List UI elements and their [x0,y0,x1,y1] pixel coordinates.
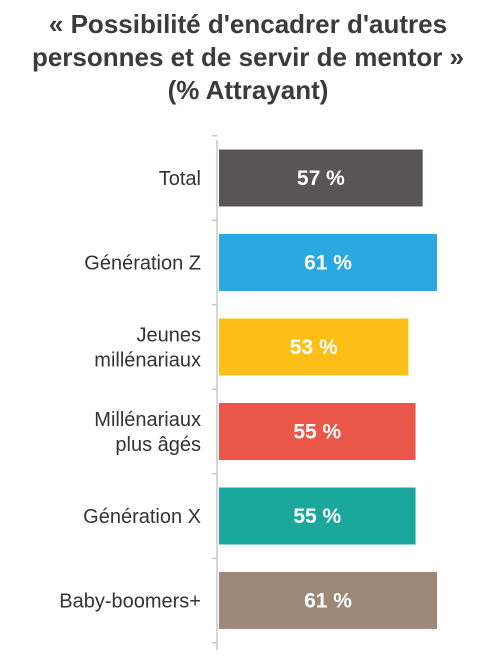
title-line-3: (% Attrayant) [167,75,329,105]
category-label: Millénariaux plus âgés [94,409,201,456]
category-label: Génération Z [84,253,201,275]
category-label-line: Millénariaux [94,409,201,431]
category-label-line: Total [159,168,201,190]
bar-2 [219,318,409,376]
category-label-line: Génération Z [84,253,201,275]
title-line-2: personnes et de servir de mentor » [31,42,465,72]
category-label-line: Jeunes [137,325,202,347]
bar-0 [219,149,423,207]
value-label: 55 % [293,421,341,444]
value-label: 53 % [290,336,338,359]
bar-3 [219,403,416,460]
category-label: Jeunes millénariaux [94,325,201,372]
bar-4 [219,487,416,545]
value-label: 61 % [304,252,352,275]
category-label-line: plus âgés [115,434,201,456]
value-label: 57 % [297,167,345,190]
category-label-line: Baby-boomers+ [59,591,201,613]
title-line-1: « Possibilité d'encadrer d'autres [48,9,448,39]
category-label-line: Génération X [83,506,201,528]
category-label-line: millénariaux [94,350,201,372]
category-label: Baby-boomers+ [59,591,201,613]
category-label: Génération X [83,506,201,528]
bar-1 [219,234,437,291]
bar-5 [219,572,437,629]
value-label: 61 % [304,590,352,613]
value-label: 55 % [293,505,341,528]
chart-title: « Possibilité d'encadrer d'autres person… [0,8,496,107]
category-label: Total [159,168,201,190]
